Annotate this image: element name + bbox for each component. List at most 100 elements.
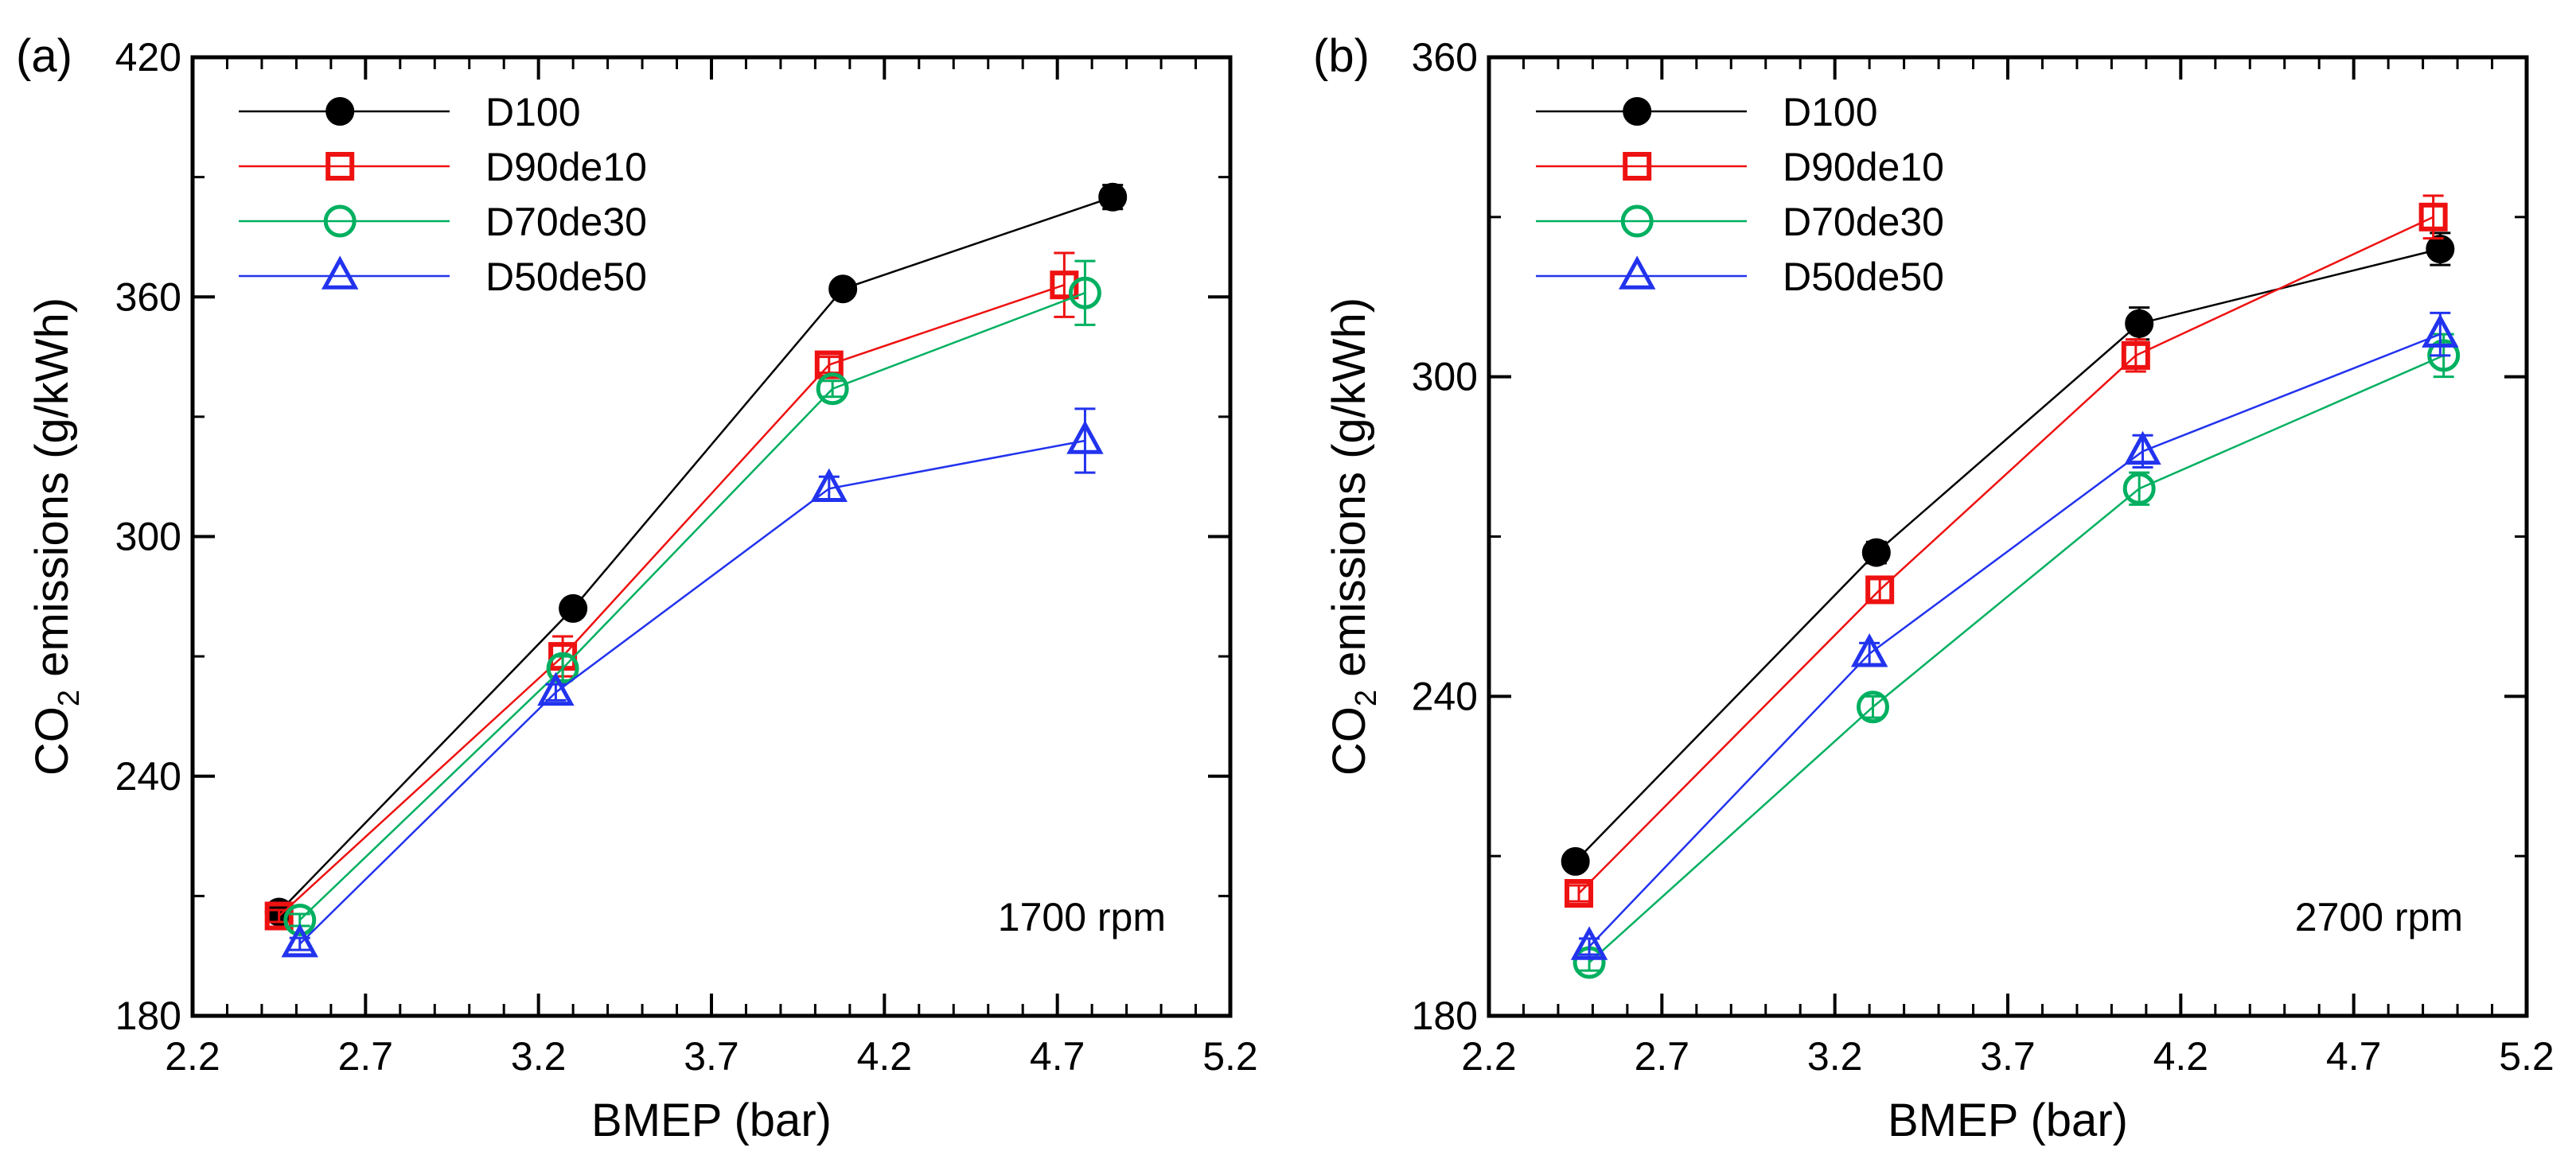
x-axis-label: BMEP (bar)	[591, 1095, 832, 1146]
panel-label: (a)	[16, 30, 72, 82]
series-line	[298, 439, 1085, 945]
legend-marker	[325, 97, 355, 126]
y-tick-label: 300	[115, 515, 181, 559]
y-axis-label-subscript: 2	[1350, 690, 1383, 706]
series-D90de10	[1565, 194, 2448, 908]
y-tick-label: 420	[115, 35, 181, 80]
series-line	[1588, 333, 2441, 947]
legend-label: D70de30	[485, 200, 647, 244]
x-tick-label: 3.2	[511, 1034, 567, 1079]
legend-label: D100	[1783, 90, 1878, 134]
data-point	[1856, 690, 1889, 724]
y-axis-label-subscript: 2	[53, 690, 86, 706]
legend-label: D90de10	[1783, 145, 1944, 189]
x-tick-label: 3.7	[1980, 1034, 2036, 1079]
legend-marker	[1623, 152, 1652, 181]
data-point	[2121, 340, 2150, 370]
chart-panel-a: 2.2 2.7 3.2 3.7 4.2 4.7 5.2 180 240 300 360 420 BMEP…	[16, 30, 1258, 1146]
y-tick-label: 240	[115, 754, 181, 799]
x-tick-label: 2.7	[1635, 1034, 1690, 1079]
data-point	[1865, 575, 1895, 605]
series-D100	[264, 182, 1128, 927]
data-point	[264, 901, 294, 931]
data-point	[283, 904, 317, 936]
data-point	[1850, 633, 1888, 667]
data-point	[1066, 420, 1104, 454]
series-line	[278, 284, 1065, 917]
legend-entry-D100: D100	[239, 90, 581, 134]
data-point	[1561, 846, 1590, 876]
x-tick-label: 4.7	[1030, 1034, 1085, 1079]
y-tick-label: 360	[115, 274, 181, 319]
legend-marker	[323, 204, 357, 238]
x-tick-label: 2.7	[338, 1034, 394, 1079]
y-axis-label: CO2 emissions (g/kWh)	[26, 298, 86, 776]
rpm-annotation: 2700 rpm	[2295, 895, 2463, 939]
y-axis-label: CO2 emissions (g/kWh)	[1323, 298, 1383, 776]
y-tick-label: 300	[1412, 355, 1478, 399]
y-tick-label: 180	[1412, 994, 1478, 1038]
data-point	[1050, 270, 1079, 300]
series-D90de10	[264, 251, 1079, 931]
data-point	[1068, 276, 1101, 309]
data-point	[2422, 313, 2459, 348]
data-point	[810, 468, 848, 503]
series-line	[298, 292, 1085, 921]
x-tick-label: 2.2	[165, 1034, 220, 1079]
series-D100	[1561, 231, 2455, 876]
data-point	[281, 924, 318, 958]
x-tick-label: 4.7	[2326, 1034, 2382, 1079]
series-D50de50	[281, 407, 1104, 958]
legend-label: D100	[485, 90, 581, 134]
data-point	[2427, 339, 2461, 372]
y-axis-label-main: CO	[1323, 706, 1375, 776]
data-point	[2125, 309, 2154, 338]
legend-entry-D70de30: D70de30	[239, 200, 647, 244]
legend-label: D70de30	[1783, 200, 1944, 244]
x-tick-label: 5.2	[2499, 1034, 2555, 1079]
legend-entry-D90de10: D90de10	[239, 145, 647, 189]
series-D70de30	[283, 259, 1101, 936]
chart-panel-b: 2.2 2.7 3.2 3.7 4.2 4.7 5.2 180 240 300 360 BMEP (b…	[1313, 30, 2555, 1146]
series-D50de50	[1570, 311, 2459, 960]
data-point	[2426, 235, 2455, 263]
legend-marker	[1620, 204, 1654, 238]
y-tick-label: 180	[115, 994, 181, 1038]
series-line	[1574, 247, 2441, 862]
rpm-annotation: 1700 rpm	[998, 895, 1166, 939]
data-point	[1098, 182, 1128, 212]
y-axis-label-main: CO	[26, 706, 78, 776]
panel-label: (b)	[1313, 30, 1370, 82]
data-point	[1565, 879, 1594, 908]
series-line	[1588, 354, 2445, 963]
x-tick-label: 3.2	[1807, 1034, 1863, 1079]
legend-entry-D90de10: D90de10	[1536, 145, 1944, 189]
data-point	[2122, 472, 2156, 505]
x-tick-label: 5.2	[1202, 1034, 1258, 1079]
data-point	[2124, 430, 2161, 465]
legend-marker	[321, 255, 359, 290]
legend-label: D50de50	[1783, 255, 1944, 299]
series-line	[1578, 216, 2434, 894]
y-tick-label: 360	[1412, 35, 1478, 80]
x-tick-label: 3.7	[684, 1034, 739, 1079]
x-tick-label: 4.2	[2153, 1034, 2209, 1079]
y-axis-label-rest: emissions (g/kWh)	[1323, 298, 1375, 690]
plot-frame	[1487, 55, 2529, 1018]
data-point	[816, 372, 849, 406]
y-tick-label: 240	[1412, 674, 1478, 718]
plot-frame	[190, 55, 1233, 1018]
legend-marker	[1623, 97, 1652, 126]
legend-label: D90de10	[485, 145, 647, 189]
data-point	[2418, 202, 2448, 231]
series-line	[278, 196, 1113, 913]
x-axis-label: BMEP (bar)	[1888, 1095, 2128, 1146]
legend-entry-D70de30: D70de30	[1536, 200, 1944, 244]
y-axis-label-rest: emissions (g/kWh)	[26, 298, 78, 690]
legend-marker	[325, 152, 355, 181]
data-point	[559, 593, 588, 623]
x-tick-label: 2.2	[1461, 1034, 1517, 1079]
legend-entry-D100: D100	[1536, 90, 1878, 134]
x-tick-label: 4.2	[857, 1034, 913, 1079]
